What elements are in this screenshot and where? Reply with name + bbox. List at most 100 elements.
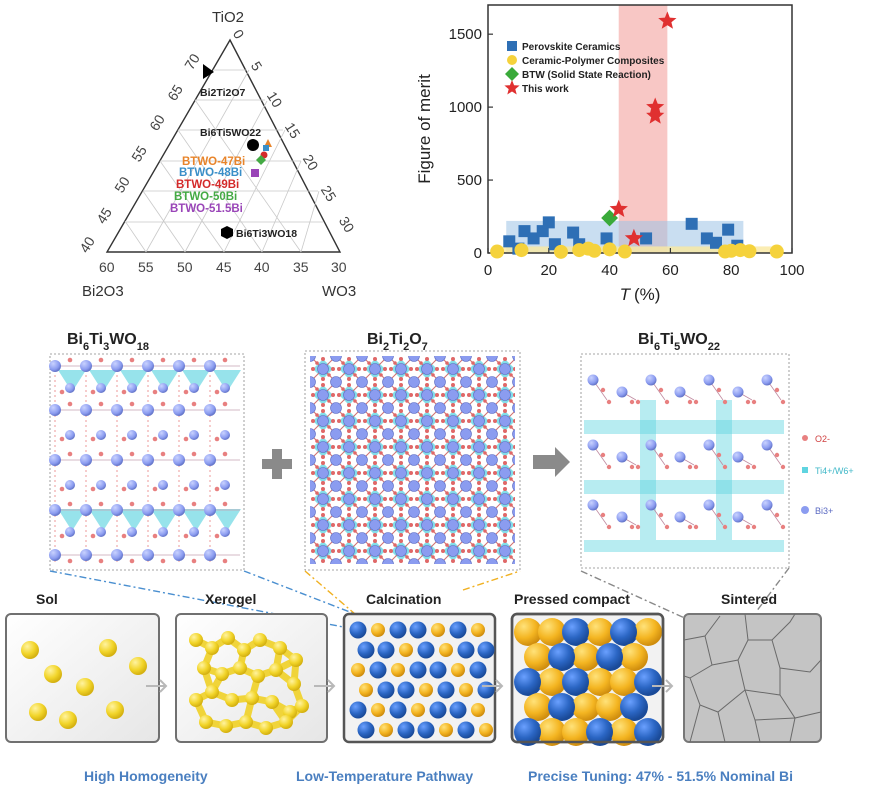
- blue-particle: [349, 621, 367, 639]
- bi-atom: [80, 504, 92, 516]
- sintered-grains: [683, 613, 822, 743]
- blue-particle: [635, 719, 661, 745]
- o-atom: [687, 524, 693, 530]
- bi-atom: [111, 454, 123, 466]
- connector-bi2ti2o7-a: [304, 570, 356, 615]
- tiw-layer: [584, 540, 784, 552]
- bi-atom: [189, 480, 199, 490]
- bottom-axis-ticks: 60 55 50 45 40 35 30: [99, 259, 347, 275]
- xerogel-particle: [239, 715, 253, 729]
- atom-legend: O2- Ti4+/W6+ Bi3+: [801, 434, 854, 516]
- panel-sintered: [683, 613, 822, 743]
- o-atom: [751, 464, 757, 470]
- xerogel-particle: [219, 719, 233, 733]
- bi-atom: [220, 480, 230, 490]
- bi-atom: [65, 430, 75, 440]
- left-tick: 60: [146, 112, 168, 134]
- o-atom: [121, 436, 127, 442]
- structure-bi6ti5wo22: [580, 353, 790, 569]
- apex-tio2-label: TiO2: [212, 9, 244, 26]
- o-atom: [90, 533, 96, 539]
- this-work-region-band: [618, 5, 668, 253]
- o-atom: [722, 464, 728, 470]
- stage-label-calcination: Calcination: [366, 591, 441, 607]
- bi-atom: [142, 504, 154, 516]
- perovskite-point: [685, 217, 698, 230]
- o-atom: [160, 558, 166, 564]
- bismuth-legend-label: Bi3+: [815, 506, 833, 516]
- o-atom: [600, 387, 606, 393]
- bi-atom: [674, 451, 686, 463]
- o-atom: [693, 399, 699, 405]
- bi-atom: [49, 404, 61, 416]
- o-atom: [160, 401, 166, 407]
- bi-atom: [189, 527, 199, 537]
- o-atom: [98, 401, 104, 407]
- bi-atom: [158, 480, 168, 490]
- bottom-tick: 60: [99, 259, 115, 275]
- blue-particle: [587, 719, 613, 745]
- bi-atom: [127, 480, 137, 490]
- bi-atom: [732, 451, 744, 463]
- bi6ti5wo22-label: Bi6Ti5WO22: [200, 127, 261, 139]
- this-work-point: [646, 106, 665, 124]
- btwo-515bi-label: BTWO-51.5Bi: [170, 203, 243, 215]
- o-atom: [129, 501, 135, 507]
- o-atom: [629, 399, 635, 405]
- right-arrow-icon: [533, 447, 570, 477]
- bi-atom: [761, 374, 773, 386]
- bi-atom: [674, 511, 686, 523]
- o-atom: [222, 501, 228, 507]
- bottom-tick: 50: [177, 259, 193, 275]
- perovskite-point: [518, 225, 531, 238]
- blue-particle: [563, 669, 589, 695]
- xerogel-particle: [265, 695, 279, 709]
- orange-particle: [572, 693, 600, 721]
- blue-particle: [437, 681, 455, 699]
- blue-particle: [429, 701, 447, 719]
- btwo-purple-marker: [251, 169, 259, 177]
- chart-xlabel-main: T: [620, 285, 632, 304]
- o-atom: [191, 401, 197, 407]
- bi-atom: [587, 374, 599, 386]
- blue-particle: [457, 721, 475, 739]
- xerogel-particle: [279, 715, 293, 729]
- xerogel-particle: [205, 685, 219, 699]
- o-atom: [635, 399, 641, 405]
- blue-particle: [357, 721, 375, 739]
- o-atom: [658, 387, 664, 393]
- orange-particle: [471, 703, 485, 717]
- right-tick: 15: [282, 119, 304, 141]
- arrow-icon: [482, 679, 504, 693]
- xerogel-particle: [253, 633, 267, 647]
- bi-atom: [732, 511, 744, 523]
- o-atom: [98, 357, 104, 363]
- left-tick: 65: [164, 82, 186, 104]
- bi-atom: [111, 360, 123, 372]
- tiw-layer: [584, 480, 784, 494]
- tiw-octahedron: [89, 370, 117, 392]
- o-atom: [774, 387, 780, 393]
- o-atom: [59, 486, 65, 492]
- o-atom: [222, 558, 228, 564]
- structure-title-bi2ti2o7: Bi2Ti2O7: [367, 331, 428, 353]
- blue-particle: [469, 661, 487, 679]
- btwo-47bi-label: BTWO-47Bi: [182, 156, 245, 168]
- bottom-tick: 35: [293, 259, 309, 275]
- bi-atom: [616, 451, 628, 463]
- xerogel-particle: [197, 661, 211, 675]
- blue-particle: [635, 669, 661, 695]
- x-tick-label: 100: [779, 262, 804, 279]
- xerogel-particle: [245, 691, 259, 705]
- xerogel-particle: [269, 663, 283, 677]
- bi-atom: [189, 430, 199, 440]
- perovskite-point: [503, 235, 516, 248]
- bi-atom: [65, 383, 75, 393]
- o-atom: [635, 524, 641, 530]
- bi-atom: [127, 527, 137, 537]
- xerogel-particle: [295, 699, 309, 713]
- structure-bi2ti2o7: [304, 350, 521, 571]
- o-atom: [90, 436, 96, 442]
- o-atom: [745, 524, 751, 530]
- o-atom: [67, 558, 73, 564]
